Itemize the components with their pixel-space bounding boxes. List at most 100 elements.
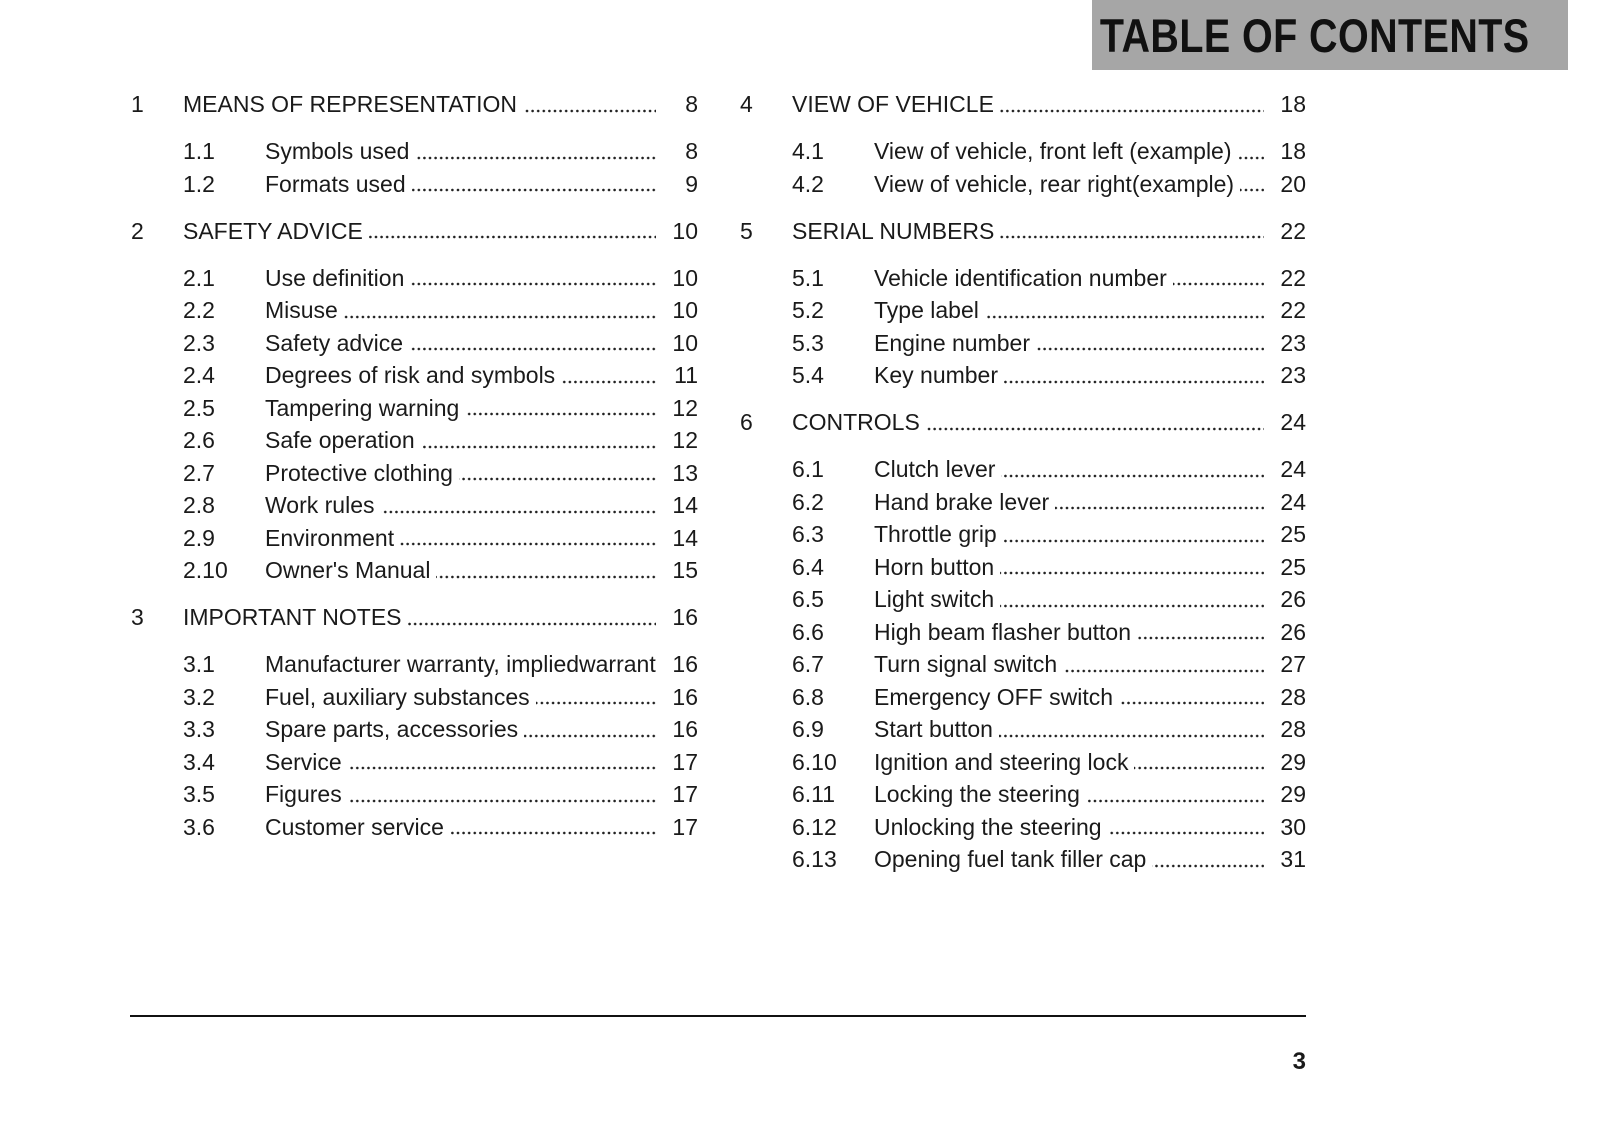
entry-title: Work rules [265, 492, 381, 518]
section-page: 10 [656, 214, 698, 247]
entry-title: Ignition and steering lock [874, 748, 1135, 775]
entry-page: 26 [1264, 583, 1306, 616]
entry-page: 12 [656, 391, 698, 424]
entry-title: Spare parts, accessories [265, 716, 525, 742]
entry-title: Emergency OFF switch [874, 683, 1119, 710]
entry-page: 25 [1264, 518, 1306, 551]
entry: 6.11 Locking the steering 29 [740, 778, 1306, 811]
entry-number: 3.2 [183, 680, 215, 713]
entry-title: Turn signal switch [874, 651, 1064, 677]
entry-title: Use definition [265, 264, 411, 291]
toc-column: 4 VIEW OF VEHICLE 18 4.1 View of vehicle, fr… [740, 88, 1306, 876]
entry-number: 2.7 [183, 456, 215, 489]
entry-title: Service [265, 748, 348, 775]
entry-title: Fuel, auxiliary substances [265, 683, 536, 710]
entry-number: 1.2 [183, 167, 215, 200]
entry: 6.4 Horn button 25 [740, 550, 1306, 583]
entry-title: Vehicle identification number [874, 264, 1173, 291]
entry: 3.3 Spare parts, accessories 16 [131, 713, 698, 746]
entry: 3.1 Manufacturer warranty, impliedwarrant… [131, 648, 698, 681]
entry: 2.9 Environment 14 [131, 521, 698, 554]
entry: 5.1 Vehicle identification number 22 [740, 261, 1306, 294]
entry: 2.10 Owner's Manual 15 [131, 554, 698, 587]
entry-title: Tampering warning [265, 394, 466, 421]
section-number: 4 [740, 88, 753, 121]
section: 4 VIEW OF VEHICLE 18 [740, 88, 1306, 121]
entry: 6.13 Opening fuel tank filler cap 31 [740, 843, 1306, 876]
section-title: IMPORTANT NOTES [183, 604, 408, 630]
entry: 2.3 Safety advice 10 [131, 326, 698, 359]
entry: 6.5 Light switch 26 [740, 583, 1306, 616]
entry-page: 28 [1264, 713, 1306, 746]
entry-number: 1.1 [183, 135, 215, 168]
section: 3 IMPORTANT NOTES 16 [131, 601, 698, 634]
entry: 2.1 Use definition 10 [131, 261, 698, 294]
entry-number: 5.2 [792, 294, 824, 327]
entry-page: 10 [656, 261, 698, 294]
page-number: 3 [1292, 1048, 1306, 1075]
entry-page: 24 [1264, 453, 1306, 486]
section: 2 SAFETY ADVICE 10 [131, 214, 698, 247]
entry-title: Misuse [265, 297, 344, 323]
entry-number: 6.5 [792, 583, 824, 616]
entry-page: 17 [656, 778, 698, 811]
entry-number: 6.8 [792, 680, 824, 713]
section: 6 CONTROLS 24 [740, 406, 1306, 439]
entry-title-line: Manufacturer warranty, implied [265, 651, 580, 677]
entry-page: 29 [1264, 745, 1306, 778]
entry-title: Locking the steering [874, 781, 1086, 807]
entry: 6.10 Ignition and steering lock 29 [740, 745, 1306, 778]
entry-number: 6.4 [792, 550, 824, 583]
entry-page: 22 [1264, 261, 1306, 294]
section: 1 MEANS OF REPRESENTATION 8 [131, 88, 698, 121]
entry-number: 6.2 [792, 485, 824, 518]
section-title: MEANS OF REPRESENTATION [183, 91, 523, 117]
entry-page: 30 [1264, 810, 1306, 843]
section-number: 3 [131, 601, 144, 634]
entry-title: Start button [874, 716, 999, 742]
entry-page: 12 [656, 424, 698, 457]
entry-page: 10 [656, 326, 698, 359]
entry-title: Symbols used [265, 138, 416, 164]
entry-number: 3.5 [183, 778, 215, 811]
entry-title: Figures [265, 781, 348, 807]
section-page: 24 [1264, 406, 1306, 439]
entry-number: 4.1 [792, 135, 824, 168]
entry-page: 20 [1264, 167, 1306, 200]
entry-number: 2.9 [183, 521, 215, 554]
entry: 1.2 Formats used 9 [131, 167, 698, 200]
entry: 6.7 Turn signal switch 27 [740, 648, 1306, 681]
entry-page: 8 [656, 135, 698, 168]
entry: 4.2 View of vehicle, rear right(example) 2… [740, 167, 1306, 200]
entry-page: 13 [656, 456, 698, 489]
entry-title: Type label [874, 297, 985, 323]
entry-title-line: View of vehicle, rear right [874, 170, 1132, 197]
entry-title: Protective clothing [265, 459, 459, 486]
entry-number: 2.1 [183, 261, 215, 294]
entry: 3.5 Figures 17 [131, 778, 698, 811]
entry-number: 2.4 [183, 359, 215, 392]
entry-page: 31 [1264, 843, 1306, 876]
entry: 6.12 Unlocking the steering 30 [740, 810, 1306, 843]
entry-page: 24 [1264, 485, 1306, 518]
entry-page: 16 [656, 648, 698, 681]
entry-title: View of vehicle, front left (example) [874, 138, 1238, 164]
section-number: 1 [131, 88, 144, 121]
entry-title-line: (example) [1131, 170, 1235, 197]
entry-title: Throttle grip [874, 521, 1003, 547]
entry: 2.7 Protective clothing 13 [131, 456, 698, 489]
entry: 5.2 Type label 22 [740, 294, 1306, 327]
entry-number: 2.2 [183, 294, 215, 327]
entry-number: 6.7 [792, 648, 824, 681]
entry-page: 17 [656, 810, 698, 843]
entry: 5.4 Key number 23 [740, 359, 1306, 392]
header-title: TABLE OF CONTENTS [1100, 9, 1530, 62]
section-page: 18 [1264, 88, 1306, 121]
entry-number: 6.10 [792, 745, 837, 778]
entry-page: 23 [1264, 326, 1306, 359]
entry: 2.8 Work rules 14 [131, 489, 698, 522]
entry: 6.3 Throttle grip 25 [740, 518, 1306, 551]
entry: 2.2 Misuse 10 [131, 294, 698, 327]
entry-title: Safe operation [265, 427, 421, 453]
